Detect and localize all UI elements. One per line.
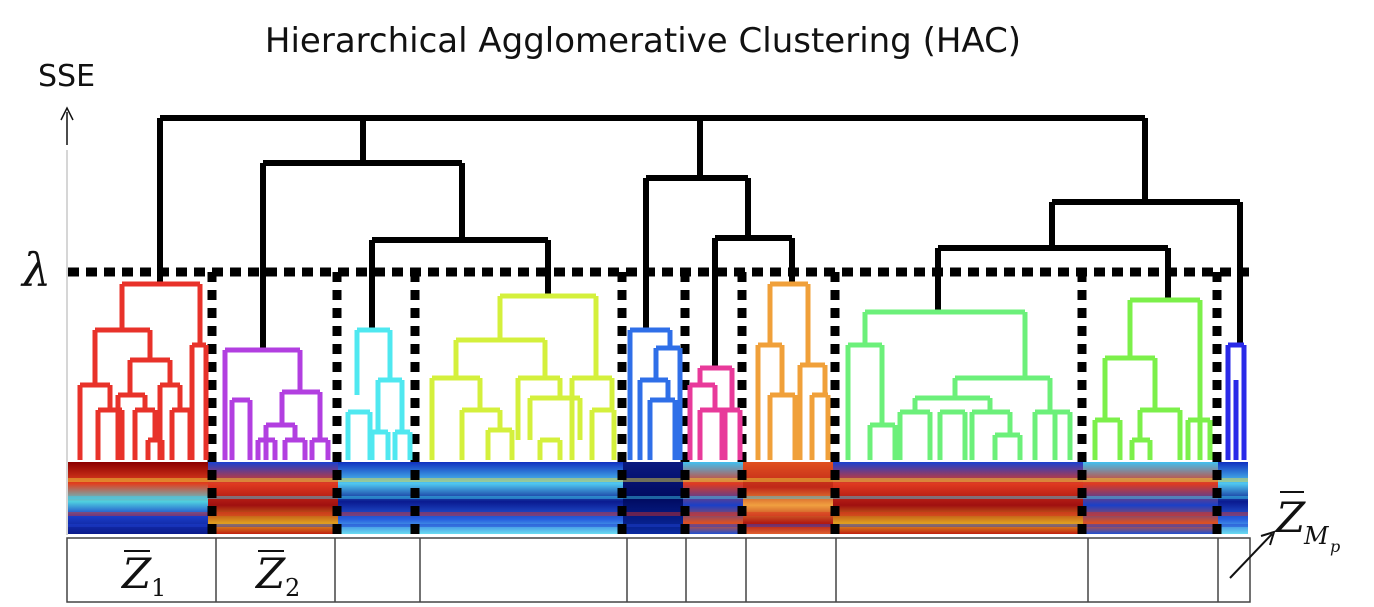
heatmap-segment [418,462,623,534]
svg-text:Z: Z [1274,493,1306,542]
cluster-dendrogram-orange [755,281,831,460]
zmp-pointer-arrow [1229,533,1273,579]
figure-title: Hierarchical Agglomerative Clustering (H… [265,21,1021,61]
heatmap-segment [623,462,683,534]
heatmap-segment [1218,462,1248,534]
heatmap-segment [743,462,833,534]
heatmap-segment [68,462,208,534]
svg-text:2: 2 [285,574,300,602]
svg-text:1: 1 [151,574,166,602]
svg-text:M: M [1303,522,1330,550]
cluster-dendrogram-pink [687,365,743,460]
cluster-dendrogram-blue [627,327,683,460]
y-axis-label: SSE [38,59,95,94]
cluster-dendrogram-light-green [845,309,1073,460]
upper-dendrogram [157,115,1243,368]
heatmap-segment [208,462,338,534]
y-axis: SSE [38,59,95,535]
svg-text:Z: Z [254,549,286,598]
heatmap-segment [683,462,743,534]
cluster-dendrogram-cyan [345,327,413,460]
svg-text:p: p [1330,537,1340,556]
heatmap-segment [1083,462,1218,534]
y-axis-arrowhead [60,106,74,121]
heatmap-segment [833,462,1083,534]
cluster-dendrogram-lime [1092,297,1213,460]
cluster-dendrogram-dark-blue [1225,342,1247,460]
threshold-lambda-label: λ [20,243,51,297]
zmp-pointer-arrowhead [1260,530,1276,546]
heatmap-segment [338,462,418,534]
cluster-label-boxes [66,537,1251,603]
cluster-separators [207,272,1222,534]
cluster-dendrogram-red [77,281,209,460]
cluster-dendrogram-purple [222,347,331,460]
cluster-label-zmp: Z M p [1229,491,1340,579]
heatmap-band [68,462,1248,534]
cluster-dendrogram-yellow-green [429,293,617,460]
cluster-label-z1: Z 1 [120,549,166,602]
svg-text:Z: Z [120,549,152,598]
cluster-label-z2: Z 2 [254,549,300,602]
